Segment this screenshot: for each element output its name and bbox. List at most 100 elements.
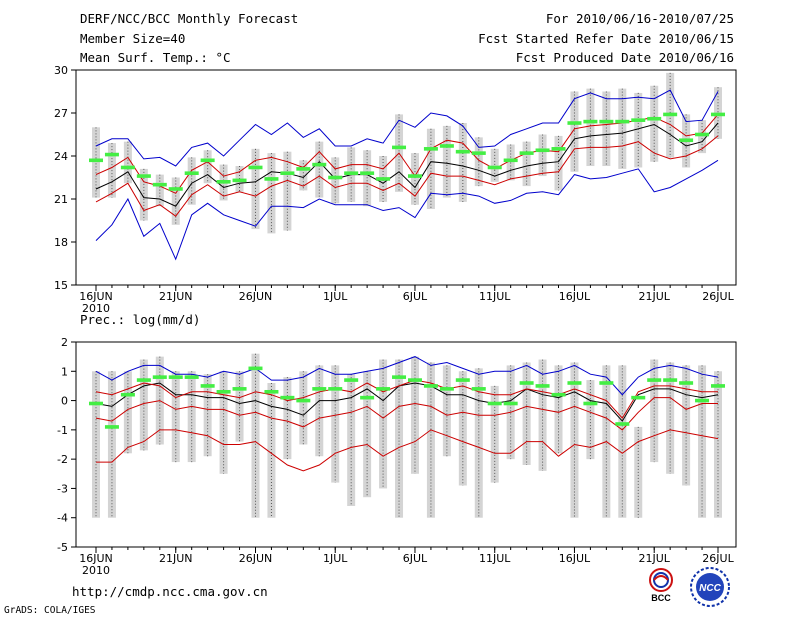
temp-box-11 <box>267 153 276 234</box>
temp-mean-mark-7 <box>200 158 215 163</box>
temp-xtick-label: 16JUN <box>79 290 113 303</box>
temp-box-38 <box>698 120 707 154</box>
prec-mean-mark-3 <box>136 378 151 382</box>
temp-mean-mark-15 <box>328 175 343 180</box>
temp-box-34 <box>634 92 643 168</box>
prec-mean-mark-37 <box>679 381 694 385</box>
temp-box-27 <box>522 141 531 187</box>
prec-mean-mark-27 <box>519 381 534 385</box>
prec-mean-mark-15 <box>328 387 343 391</box>
temp-box-5 <box>171 177 180 225</box>
prec-box-7 <box>203 374 212 457</box>
bcc-logo-text: BCC <box>651 593 671 603</box>
prec-mean-mark-24 <box>471 387 486 391</box>
footer-url[interactable]: http://cmdp.ncc.cma.gov.cn <box>72 584 268 599</box>
prec-box-11 <box>267 383 276 518</box>
temp-box-33 <box>618 88 627 169</box>
temp-mean-mark-36 <box>663 112 678 117</box>
prec-box-17 <box>363 371 372 498</box>
prec-box-28 <box>538 359 547 471</box>
temp-xtick-label: 11JUL <box>479 290 511 303</box>
temp-mean-mark-3 <box>136 174 151 178</box>
prec-box-18 <box>379 359 388 489</box>
prec-mean-mark-29 <box>551 392 566 397</box>
prec-mean-mark-10 <box>248 366 263 371</box>
temp-mean-mark-37 <box>679 138 694 143</box>
temp-mean-mark-6 <box>184 171 199 175</box>
variable-label: Mean Surf. Temp.: °C <box>80 50 231 65</box>
prec-mean-mark-19 <box>392 375 407 379</box>
temp-box-0 <box>92 127 100 198</box>
precip-chart-title: Prec.: log(mm/d) <box>80 312 201 327</box>
temp-mean-mark-38 <box>695 132 710 137</box>
prec-mean-mark-7 <box>200 384 215 388</box>
temp-mean-mark-21 <box>423 147 438 151</box>
temp-mean-mark-39 <box>711 112 725 117</box>
temp-line-min <box>95 89 719 167</box>
prec-mean-mark-22 <box>439 387 454 391</box>
prec-xtick-label: 6JUL <box>403 552 428 565</box>
temp-ytick-label: 30 <box>54 64 68 77</box>
temp-mean-mark-24 <box>471 151 486 155</box>
forecast-produced-date: Fcst Produced Date 2010/06/16 <box>515 50 734 65</box>
prec-ytick-label: -2 <box>57 453 68 466</box>
temp-xtick-label: 6JUL <box>403 290 428 303</box>
prec-line-median <box>95 382 719 422</box>
prec-xtick-label: 26JUN <box>239 552 273 565</box>
prec-ytick-label: 2 <box>61 336 68 349</box>
prec-ytick-label: -5 <box>57 541 68 554</box>
temp-xtick-label: 26JUL <box>702 290 734 303</box>
prec-mean-mark-23 <box>455 378 470 382</box>
prec-mean-mark-4 <box>152 375 167 379</box>
prec-ytick-label: -4 <box>57 512 68 525</box>
prec-box-0 <box>92 371 100 518</box>
prec-box-21 <box>426 362 435 518</box>
temp-line-p25 <box>95 135 719 217</box>
temp-mean-mark-9 <box>232 178 247 183</box>
member-size-label: Member Size=40 <box>80 31 186 46</box>
prec-xtick-label: 1JUL <box>323 552 348 565</box>
temp-xtick-label: 21JUN <box>159 290 193 303</box>
ncc-logo-text: NCC <box>699 583 721 594</box>
temp-mean-mark-5 <box>168 187 183 191</box>
prec-box-19 <box>395 359 404 518</box>
prec-ytick-label: -3 <box>57 482 68 495</box>
prec-mean-mark-13 <box>296 398 311 403</box>
temp-box-20 <box>410 153 419 205</box>
temp-mean-mark-14 <box>312 162 327 167</box>
prec-mean-mark-39 <box>711 384 725 388</box>
prec-box-24 <box>474 368 483 518</box>
prec-frame <box>75 341 737 548</box>
temp-mean-mark-26 <box>503 158 518 163</box>
temp-mean-mark-34 <box>631 118 646 122</box>
temp-box-7 <box>203 150 212 184</box>
temp-box-25 <box>490 148 499 182</box>
temp-mean-mark-13 <box>296 167 311 171</box>
temp-ytick-label: 18 <box>54 236 68 249</box>
temp-mean-mark-10 <box>248 165 263 170</box>
temp-mean-mark-4 <box>152 182 167 187</box>
temp-mean-mark-17 <box>360 171 375 175</box>
prec-box-1 <box>107 371 116 518</box>
prec-box-29 <box>554 365 563 454</box>
temp-box-2 <box>123 141 132 184</box>
prec-box-38 <box>698 365 707 518</box>
temp-mean-mark-18 <box>376 177 391 181</box>
temp-mean-mark-27 <box>519 151 534 155</box>
prec-line-outer_high <box>95 356 719 396</box>
prec-mean-mark-17 <box>360 395 375 400</box>
prec-mean-mark-28 <box>535 384 550 388</box>
prec-mean-mark-31 <box>583 401 598 406</box>
prec-mean-mark-35 <box>647 378 662 382</box>
prec-mean-mark-9 <box>232 387 247 391</box>
prec-xtick-label: 16JUL <box>559 552 591 565</box>
prec-mean-mark-6 <box>184 375 199 379</box>
temp-mean-mark-30 <box>567 121 582 125</box>
prec-mean-mark-18 <box>376 387 391 391</box>
prec-xtick-label: 21JUN <box>159 552 193 565</box>
prec-box-33 <box>618 365 627 518</box>
prec-mean-mark-34 <box>631 395 646 400</box>
prec-mean-mark-21 <box>423 384 438 388</box>
temp-xtick-label: 21JUL <box>638 290 670 303</box>
prec-mean-mark-26 <box>503 401 518 406</box>
